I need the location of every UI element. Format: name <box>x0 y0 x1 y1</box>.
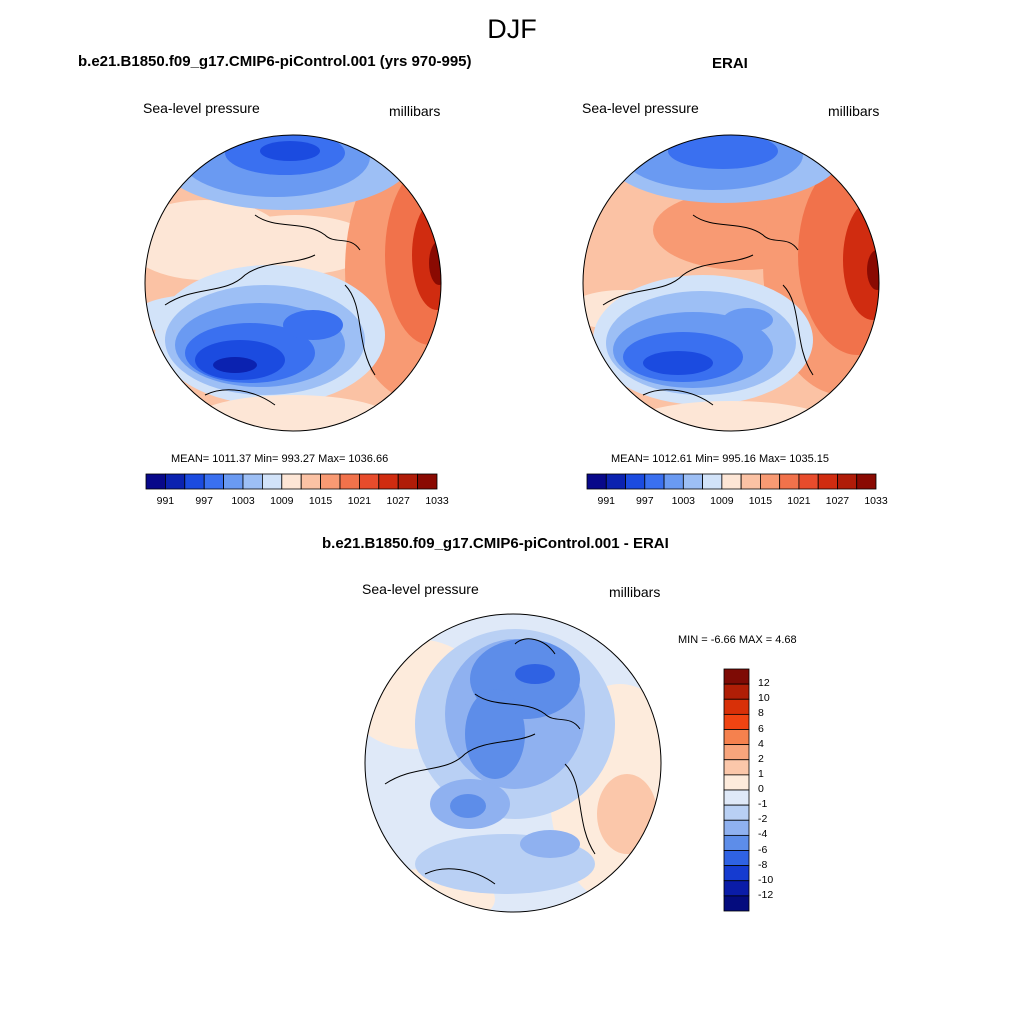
colorbar-tick-label: 1003 <box>671 495 696 507</box>
colorbar-swatch <box>759 473 781 490</box>
diff-colorbar-labels: 12 10 8 6 4 2 1 0 -1 -2 -4 -6 -8 -10 -12 <box>758 669 798 911</box>
model-panel-title: b.e21.B1850.f09_g17.CMIP6-piControl.001 … <box>78 53 472 70</box>
colorbar-swatch <box>702 473 723 490</box>
colorbar-swatch <box>242 473 263 490</box>
colorbar-tick-label: 997 <box>636 495 654 507</box>
colorbar-swatch <box>723 729 750 746</box>
colorbar-swatch <box>397 473 418 490</box>
colorbar-tick-label: -2 <box>758 813 768 826</box>
obs-stats: MEAN= 1012.61 Min= 995.16 Max= 1035.15 <box>611 453 830 465</box>
colorbar-tick-label: 1003 <box>231 495 255 507</box>
colorbar-swatch <box>300 473 321 490</box>
colorbar-swatch <box>164 473 186 490</box>
colorbar-swatch <box>721 473 742 490</box>
model-variable-label: Sea-level pressure <box>143 100 260 116</box>
colorbar-tick-label: 10 <box>758 692 770 705</box>
diff-map <box>364 613 662 913</box>
colorbar-swatch <box>663 473 684 490</box>
colorbar-tick-label: 1027 <box>825 495 850 507</box>
colorbar-swatch <box>723 819 750 836</box>
colorbar-swatch <box>723 713 750 730</box>
diff-units-label: millibars <box>609 584 661 600</box>
colorbar-swatch <box>837 473 858 490</box>
model-map <box>144 134 442 432</box>
colorbar-tick-label: 991 <box>597 495 616 507</box>
colorbar-tick-label: 1033 <box>425 495 449 507</box>
colorbar-tick-label: 1015 <box>308 495 333 507</box>
colorbar-tick-label: 1027 <box>386 495 410 507</box>
colorbar-swatch <box>723 774 750 791</box>
colorbar-swatch <box>723 668 750 685</box>
colorbar-swatch <box>417 473 438 490</box>
colorbar-tick-label: -6 <box>758 843 768 856</box>
colorbar-swatch <box>262 473 283 490</box>
colorbar-swatch <box>723 744 750 761</box>
figure-title: DJF <box>487 14 537 44</box>
colorbar-swatch <box>145 473 166 490</box>
model-colorbar-labels: 991 997 1003 1009 1015 1021 1027 1033 <box>146 495 449 509</box>
colorbar-tick-label: 1015 <box>748 495 773 507</box>
colorbar-tick-label: 8 <box>758 707 764 720</box>
colorbar-swatch <box>723 789 750 806</box>
colorbar-tick-label: -4 <box>758 828 768 841</box>
obs-variable-label: Sea-level pressure <box>582 100 699 116</box>
obs-panel-title: ERAI <box>712 55 748 72</box>
obs-colorbar <box>586 473 877 490</box>
colorbar-tick-label: 1 <box>758 767 764 780</box>
colorbar-swatch <box>358 473 380 490</box>
colorbar-tick-label: 0 <box>758 783 764 795</box>
colorbar-swatch <box>723 895 750 912</box>
colorbar-swatch <box>320 473 341 490</box>
colorbar-tick-label: 997 <box>195 495 213 507</box>
colorbar-swatch <box>723 683 750 700</box>
colorbar-tick-label: 991 <box>156 495 175 507</box>
colorbar-tick-label: -12 <box>758 888 774 901</box>
model-colorbar <box>145 473 438 490</box>
colorbar-swatch <box>625 473 646 490</box>
colorbar-swatch <box>223 473 244 490</box>
colorbar-tick-label: -10 <box>758 873 774 886</box>
colorbar-swatch <box>798 473 819 490</box>
colorbar-swatch <box>184 473 205 490</box>
colorbar-swatch <box>682 473 704 490</box>
obs-colorbar-labels: 991 997 1003 1009 1015 1021 1027 1033 <box>587 495 888 509</box>
colorbar-swatch <box>586 473 607 490</box>
model-stats: MEAN= 1011.37 Min= 993.27 Max= 1036.66 <box>171 453 389 465</box>
colorbar-tick-label: 1009 <box>710 495 734 507</box>
colorbar-swatch <box>203 473 225 490</box>
colorbar-swatch <box>723 850 750 867</box>
diff-panel-title: b.e21.B1850.f09_g17.CMIP6-piControl.001 … <box>322 535 669 552</box>
model-units-label: millibars <box>389 103 441 119</box>
colorbar-swatch <box>856 473 877 490</box>
diff-colorbar <box>723 668 750 912</box>
colorbar-swatch <box>644 473 665 490</box>
colorbar-tick-label: 4 <box>758 737 764 750</box>
colorbar-swatch <box>378 473 399 490</box>
colorbar-tick-label: 12 <box>758 677 770 690</box>
obs-map <box>582 134 880 432</box>
colorbar-tick-label: 6 <box>758 722 764 735</box>
colorbar-swatch <box>605 473 626 490</box>
colorbar-swatch <box>723 865 750 882</box>
colorbar-swatch <box>339 473 360 490</box>
colorbar-swatch <box>779 473 800 490</box>
colorbar-tick-label: 2 <box>758 752 764 765</box>
colorbar-swatch <box>723 759 750 776</box>
colorbar-tick-label: 1009 <box>270 495 294 507</box>
colorbar-swatch <box>723 880 750 897</box>
colorbar-tick-label: 1021 <box>347 495 372 507</box>
colorbar-tick-label: 1021 <box>787 495 811 507</box>
colorbar-tick-label: 1033 <box>864 495 888 507</box>
colorbar-swatch <box>723 804 750 821</box>
colorbar-swatch <box>281 473 302 490</box>
diff-minmax: MIN = -6.66 MAX = 4.68 <box>678 634 797 646</box>
obs-units-label: millibars <box>828 103 880 119</box>
diff-variable-label: Sea-level pressure <box>362 581 479 597</box>
colorbar-swatch <box>723 698 750 715</box>
colorbar-swatch <box>740 473 761 490</box>
colorbar-swatch <box>817 473 838 490</box>
colorbar-swatch <box>723 834 750 851</box>
colorbar-tick-label: -1 <box>758 798 768 811</box>
colorbar-tick-label: -8 <box>758 858 768 871</box>
